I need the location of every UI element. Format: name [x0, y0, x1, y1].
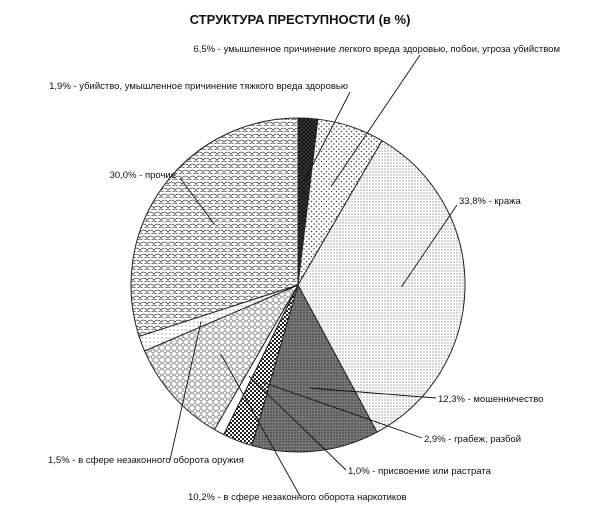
leader-line-murder	[303, 91, 351, 182]
slice-label-weapons: 1,5% - в сфере незаконного оборота оружи…	[48, 455, 244, 466]
leader-line-embezzlement	[248, 375, 347, 471]
slice-label-embezzlement: 1,0% - присвоение или растрата	[348, 466, 492, 477]
leader-line-fraud	[308, 387, 437, 399]
leader-line-theft	[401, 204, 458, 288]
leader-lines	[169, 54, 458, 497]
pie-slice-drugs	[143, 283, 300, 431]
pie-slice-theft	[297, 139, 466, 433]
leader-line-robbery	[260, 381, 423, 439]
chart-title: СТРУКТУРА ПРЕСТУПНОСТИ (в %)	[190, 12, 411, 27]
pie-slices	[130, 117, 466, 453]
leader-line-light-harm	[330, 54, 421, 188]
slice-label-other: 30,0% - прочие	[110, 170, 176, 181]
leader-line-other	[179, 177, 215, 225]
slice-label-drugs: 10,2% - в сфере незаконного оборота нарк…	[188, 492, 407, 503]
slice-label-murder: 1,9% - убийство, умышленное причинение т…	[49, 81, 348, 92]
leader-line-drugs	[220, 353, 301, 497]
slice-label-robbery: 2,9% - грабеж, разбой	[424, 434, 521, 445]
slice-label-theft: 33,8% - кража	[459, 196, 521, 207]
pie-slice-other	[130, 117, 299, 337]
slice-label-fraud: 12,3% - мошенничество	[438, 394, 543, 405]
slice-label-light-harm: 6,5% - умышленное причинение легкого вре…	[193, 44, 560, 55]
leader-line-weapons	[169, 321, 202, 461]
pie-slice-fraud	[251, 283, 378, 453]
